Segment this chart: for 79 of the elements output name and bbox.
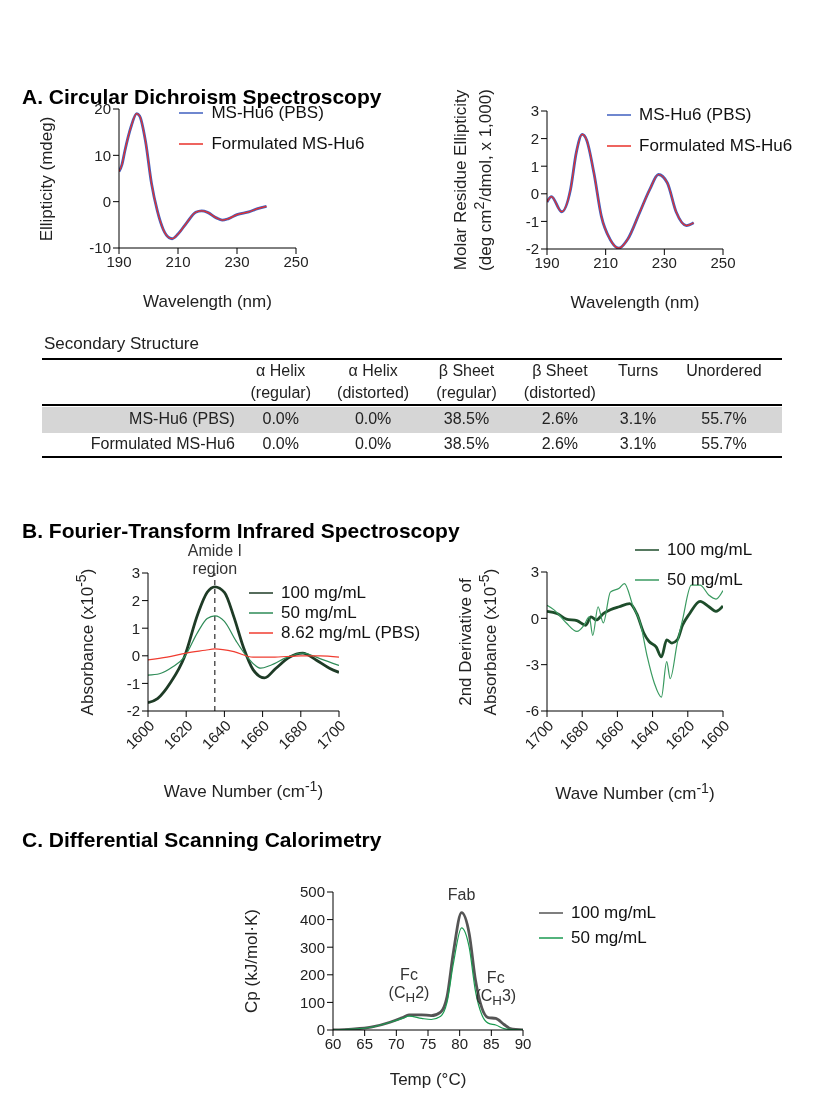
y-tick-label: 200 — [299, 966, 325, 984]
x-tick-label: 210 — [593, 253, 619, 271]
category-label: Formulated MS-Hu6 — [90, 434, 235, 452]
text: 2.6% — [541, 434, 579, 452]
y-tick-label: 1 — [131, 619, 140, 637]
legend-label: 100 mg/mL — [571, 902, 657, 923]
text: 3.1% — [619, 409, 657, 427]
category-label: MS-Hu6 (PBS) — [129, 409, 235, 427]
legend-label: 50 mg/mL — [281, 603, 357, 623]
y-tick-label: 0 — [530, 609, 539, 627]
x-axis-title: Wave Number (cm$^{-1}$) — [163, 777, 324, 803]
text: Secondary Structure — [44, 334, 199, 354]
x-tick-label: 60 — [324, 1034, 342, 1052]
x-tick-label: 90 — [514, 1034, 532, 1052]
annotation: Fab — [447, 885, 476, 904]
y-tick-label: 0 — [131, 647, 140, 665]
text: 3.1% — [619, 434, 657, 452]
category-label: β Sheet (distorted) — [523, 362, 596, 401]
x-axis-title: Wave Number (cm$^{-1}$) — [555, 779, 715, 805]
y-tick-label: -1 — [525, 212, 539, 230]
text: 0.0% — [354, 409, 392, 427]
legend-label: 100 mg/mL — [281, 583, 367, 603]
y-tick-label: 0 — [316, 1021, 325, 1039]
y-axis-title: Cp (kJ/mol·K) — [242, 909, 262, 1013]
y-tick-label: 3 — [530, 102, 539, 120]
x-axis-title: Wavelength (nm) — [143, 292, 272, 312]
legend-label: Formulated MS-Hu6 — [639, 135, 793, 156]
y-tick-label: 2 — [131, 591, 140, 609]
category-label: Turns — [617, 362, 659, 379]
text: 2.6% — [541, 409, 579, 427]
x-tick-label: 210 — [165, 252, 191, 270]
y-tick-label: 300 — [299, 938, 325, 956]
y-tick-label: -1 — [126, 674, 140, 692]
chart-title: C. Differential Scanning Calorimetry — [22, 828, 382, 852]
category-label: β Sheet (regular) — [436, 362, 497, 401]
x-tick-label: 75 — [419, 1034, 437, 1052]
x-tick-label: 230 — [224, 252, 250, 270]
x-tick-label: 230 — [651, 253, 677, 271]
x-tick-label: 250 — [283, 252, 309, 270]
x-axis-title: Temp (°C) — [389, 1070, 467, 1090]
y-tick-label: 400 — [299, 910, 325, 928]
y-tick-label: 3 — [131, 564, 140, 582]
legend-label: MS-Hu6 (PBS) — [639, 104, 752, 125]
annotation: Fc (C$_{H}$2) — [388, 965, 430, 1006]
legend-label: 8.62 mg/mL (PBS) — [281, 623, 421, 643]
x-tick-label: 65 — [356, 1034, 374, 1052]
x-tick-label: 70 — [387, 1034, 405, 1052]
y-tick-label: 100 — [299, 993, 325, 1011]
y-tick-label: -2 — [126, 702, 140, 720]
legend-label: 50 mg/mL — [667, 570, 743, 590]
y-tick-label: 2 — [530, 129, 539, 147]
text: 0.0% — [262, 409, 299, 427]
category-label: α Helix (distorted) — [337, 362, 410, 401]
category-label: α Helix (regular) — [250, 362, 311, 401]
x-tick-label: 85 — [482, 1034, 500, 1052]
legend-label: 50 mg/mL — [571, 927, 647, 948]
y-tick-label: 0 — [102, 192, 111, 210]
x-tick-label: 80 — [451, 1034, 469, 1052]
text: 55.7% — [701, 409, 747, 427]
text: 55.7% — [701, 434, 747, 452]
text: 0.0% — [262, 434, 299, 452]
x-axis-title: Wavelength (nm) — [570, 293, 700, 313]
text: 0.0% — [354, 434, 392, 452]
text: 38.5% — [443, 434, 490, 452]
legend-label: 100 mg/mL — [667, 540, 753, 560]
y-tick-label: 10 — [94, 146, 111, 164]
y-axis-title: Ellipticity (mdeg) — [37, 116, 57, 241]
x-tick-label: 250 — [710, 253, 736, 271]
category-label: Unordered — [686, 362, 762, 379]
chart-title: B. Fourier-Transform Infrared Spectroscopy — [22, 519, 460, 543]
y-tick-label: 1 — [530, 157, 539, 175]
legend-label: Formulated MS-Hu6 — [211, 133, 365, 154]
y-tick-label: -6 — [525, 702, 539, 720]
y-tick-label: 500 — [299, 883, 325, 901]
text: 38.5% — [443, 409, 490, 427]
annotation: Amide I region — [187, 541, 242, 578]
y-tick-label: 3 — [530, 563, 539, 581]
y-tick-label: 0 — [530, 185, 539, 203]
y-tick-label: -3 — [525, 655, 539, 673]
